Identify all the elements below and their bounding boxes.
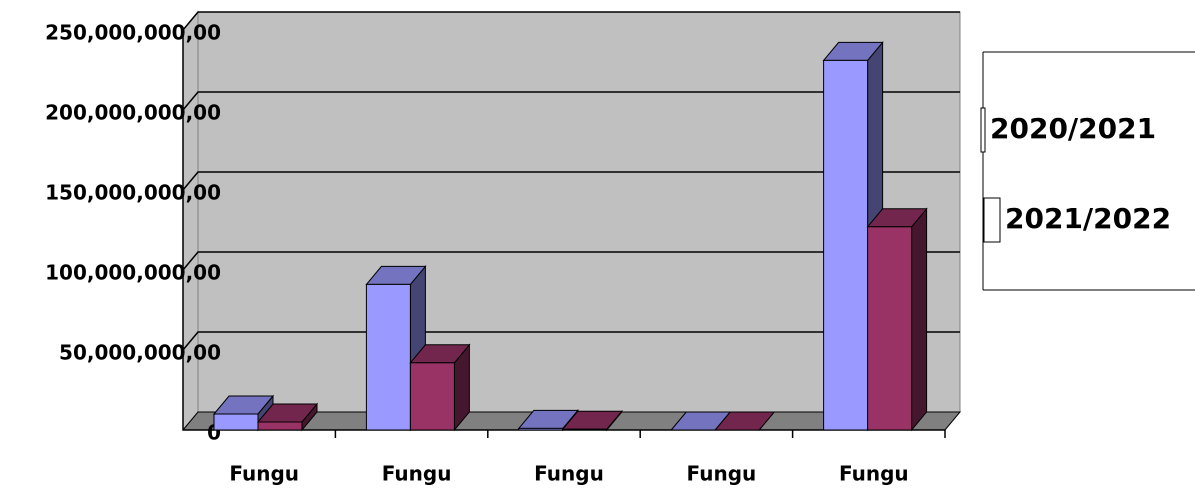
grid-line (182, 91, 960, 111)
legend-label: 2020/2021 (990, 112, 1156, 145)
x-tick-label: Fungu (687, 462, 757, 486)
grid-line (182, 171, 960, 191)
bar-side (911, 207, 928, 432)
bar-front (409, 362, 455, 431)
y-tick-label: 250,000,000,00 (45, 21, 221, 45)
x-tick-label: Fungu (382, 462, 452, 486)
bar-front (213, 413, 259, 431)
y-tick-label: 50,000,000,00 (59, 341, 221, 365)
y-tick-label: 100,000,000,00 (45, 261, 221, 285)
bar (866, 207, 928, 432)
bar (714, 411, 776, 431)
x-tick-label: Fungu (839, 462, 909, 486)
x-tick-label: Fungu (229, 462, 299, 486)
grid-line (182, 251, 960, 271)
bar-front (257, 421, 303, 431)
bar (365, 265, 427, 432)
bar-front (518, 427, 564, 431)
y-tick-label: 150,000,000,00 (45, 181, 221, 205)
bar (256, 402, 319, 432)
legend-label: 2021/2022 (1005, 202, 1171, 235)
x-tick-label: Fungu (534, 462, 604, 486)
bar (409, 343, 471, 432)
side-wall (182, 10, 199, 432)
bar-front (867, 226, 913, 431)
grid-line (182, 11, 960, 31)
bar (561, 409, 623, 432)
bar-front (365, 283, 411, 431)
bar-front (823, 59, 869, 431)
grid-line (182, 331, 960, 351)
legend-marker (983, 197, 1001, 243)
y-tick-label: 200,000,000,00 (45, 101, 221, 125)
bar-front (562, 428, 608, 431)
bar-top (714, 411, 776, 431)
legend-marker (980, 107, 986, 153)
